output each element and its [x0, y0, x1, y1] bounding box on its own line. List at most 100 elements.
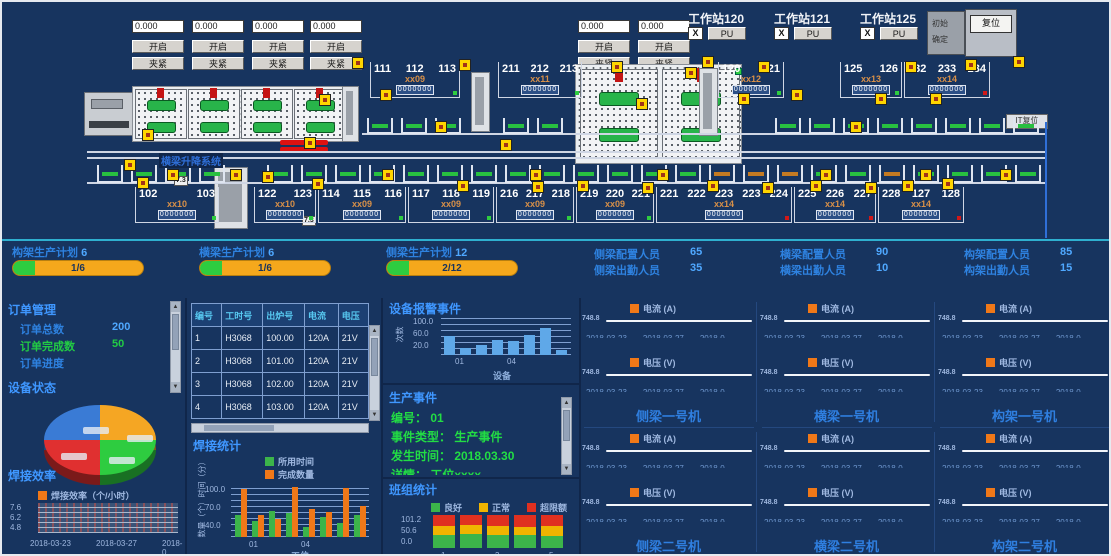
scroll-thumb[interactable] [172, 314, 179, 351]
conveyor-station [777, 165, 803, 183]
pallet-bar [646, 172, 662, 176]
chart-xticks: 2018-03-23 2018-03-27 2018-0 [586, 328, 757, 338]
machine-card: 电流 (A) 748.8 2018-03-23 2018-03-27 2018-0 电压 … [758, 428, 935, 554]
plan-progress-fill [200, 261, 223, 275]
elevator-column [342, 86, 359, 142]
chart-xticks: 2018-03-23 2018-03-27 2018-0 [586, 382, 757, 392]
conveyor-line [87, 151, 1047, 153]
chart-xticks: 2018-03-23 2018-03-27 2018-0 [764, 458, 935, 468]
chart-xtick: 2018-0 [878, 464, 903, 468]
weld-stats-bar-count [309, 509, 315, 537]
pallet-bar [136, 172, 152, 176]
pallet-bar [780, 124, 796, 128]
scroll-up-icon[interactable]: ▲ [562, 398, 571, 408]
table-row[interactable]: 4 H3068 103.00 120A 21V [190, 395, 370, 419]
chart-xticks: 2018-03-23 2018-03-27 2018-0 [942, 328, 1109, 338]
pallet-bar [476, 172, 492, 176]
chart-legend: 电流 (A) [986, 432, 1032, 445]
chart-xtick: 2018-0 [700, 388, 725, 392]
scroll-down-icon[interactable]: ▼ [171, 382, 180, 392]
clamp-button[interactable]: 夹紧 [132, 57, 184, 70]
table-hscrollbar[interactable] [191, 423, 369, 433]
workstation-close-button[interactable]: X [860, 27, 875, 40]
open-button[interactable]: 开启 [192, 40, 244, 53]
prod-event-scrollbar[interactable]: ▲ ▼ [561, 397, 572, 475]
chart-xticks: 2018-03-23 2018-03-27 2018-0 [764, 382, 935, 392]
scroll-thumb[interactable] [563, 410, 570, 441]
status-dot [895, 91, 899, 95]
alarm-ytick: 100.0 [413, 317, 434, 326]
weld-eff-ytick: 4.8 [10, 523, 22, 532]
open-button[interactable]: 开启 [132, 40, 184, 53]
chart-xtick: 2018-03-23 [942, 464, 983, 468]
reset-button-frame: 复位 [965, 9, 1017, 57]
welding-fixtures-left [132, 86, 348, 142]
kpi-row: 构架生产计划 6 1/6 横梁生产计划 6 1/6 侧梁生产计划 12 2/12 侧梁配置人… [2, 242, 1109, 297]
scroll-down-icon[interactable]: ▼ [370, 410, 379, 420]
clamp-button[interactable]: 夹紧 [192, 57, 244, 70]
open-button[interactable]: 开启 [252, 40, 304, 53]
scroll-thumb[interactable] [204, 425, 275, 431]
order-value: 200 [112, 321, 131, 333]
scroll-down-icon[interactable]: ▼ [562, 464, 571, 474]
staff-value: 15 [1060, 262, 1073, 274]
alarm-marker-icon [532, 181, 544, 193]
open-button[interactable]: 开启 [578, 40, 630, 53]
reset-button[interactable]: 复位 [970, 15, 1012, 33]
workstation-pu-button[interactable]: PU [880, 27, 918, 40]
voltage-line [606, 504, 752, 506]
table-vscrollbar[interactable]: ▲ ▼ [369, 325, 380, 421]
conveyor-station [845, 165, 871, 183]
station-counter: 0000000 [901, 210, 941, 220]
scroll-thumb[interactable] [371, 338, 378, 376]
setpoint-input[interactable] [310, 20, 362, 33]
status-dot [487, 216, 491, 220]
setpoint-input[interactable] [578, 20, 630, 33]
plan-kpi: 横梁生产计划 6 1/6 [197, 244, 347, 284]
station-numbers: 125 126 [844, 63, 898, 75]
chart-xtick: 2018-03-23 [764, 464, 805, 468]
conveyor-station [947, 165, 973, 183]
setpoint-input[interactable] [192, 20, 244, 33]
open-button[interactable]: 开启 [310, 40, 362, 53]
setpoint-input[interactable] [132, 20, 184, 33]
alarm-marker-icon [319, 94, 331, 106]
workstation-pu-button[interactable]: PU [794, 27, 832, 40]
open-button[interactable]: 开启 [638, 40, 690, 53]
conveyor-station [743, 165, 769, 183]
fixture-stem-icon [157, 88, 164, 98]
clamp-button[interactable]: 夹紧 [252, 57, 304, 70]
team-stats-seg [541, 526, 563, 537]
alarm-xlabel: 设备 [493, 371, 512, 381]
status-dot [869, 216, 873, 220]
table-row[interactable]: 3 H3068 102.00 120A 21V [190, 372, 370, 396]
setpoint-input[interactable] [638, 20, 690, 33]
scroll-up-icon[interactable]: ▲ [171, 302, 180, 312]
table-row[interactable]: 2 H3068 101.00 120A 21V [190, 349, 370, 373]
chart-xtick: 2018-03-23 [942, 334, 983, 338]
orders-scrollbar[interactable]: ▲ ▼ [170, 301, 181, 393]
panel-divider [383, 477, 579, 479]
prod-event-line: 事件类型： 生产事件 [391, 430, 503, 444]
station-code: xx09 [404, 74, 426, 84]
station-code: xx14 [936, 74, 958, 84]
weld-data-table: 编号 工时号 出炉号 电流 电压 1 H3068 100.00 120A 21V 2 H3068 101… [190, 303, 370, 419]
team-stats-legend: 良好 [431, 501, 462, 514]
conveyor-station [437, 165, 463, 183]
status-dot [957, 216, 961, 220]
alarm-events-title: 设备报警事件 [389, 302, 462, 316]
setpoint-input[interactable] [252, 20, 304, 33]
fixture-stem-icon [263, 88, 270, 98]
scroll-up-icon[interactable]: ▲ [370, 326, 379, 336]
voltage-line [962, 504, 1108, 506]
conveyor-line [362, 133, 1047, 135]
conveyor-station [537, 118, 563, 134]
workstation-close-button[interactable]: X [688, 27, 703, 40]
current-line [784, 450, 930, 452]
table-cell: 4 [190, 395, 223, 419]
workstation-close-button[interactable]: X [774, 27, 789, 40]
workstation-pu-button[interactable]: PU [708, 27, 746, 40]
table-row[interactable]: 1 H3068 100.00 120A 21V [190, 326, 370, 350]
table-cell: H3068 [221, 372, 264, 396]
weld-stats-bar-time [354, 514, 360, 537]
